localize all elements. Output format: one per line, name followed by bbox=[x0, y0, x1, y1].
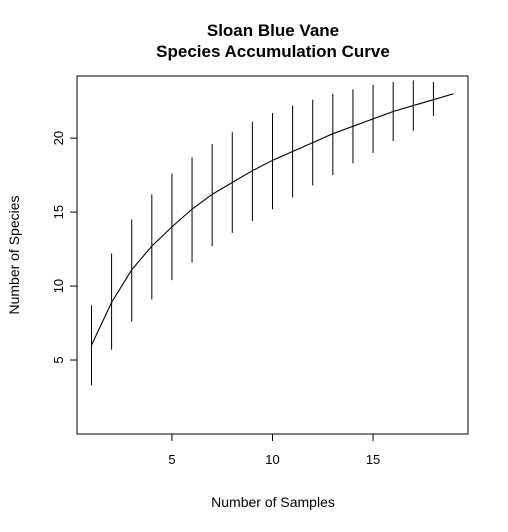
x-axis-label: Number of Samples bbox=[211, 494, 335, 510]
x-axis: 5 10 15 bbox=[168, 434, 380, 467]
chart-title: Sloan Blue Vane bbox=[207, 21, 339, 40]
y-tick-label: 15 bbox=[51, 205, 66, 219]
accumulation-curve bbox=[90, 93, 454, 346]
x-tick-label: 10 bbox=[265, 452, 279, 467]
y-tick-label: 10 bbox=[51, 279, 66, 293]
x-tick-label: 5 bbox=[168, 452, 175, 467]
x-tick-label: 15 bbox=[366, 452, 380, 467]
y-axis: 5 10 15 20 bbox=[51, 131, 77, 364]
chart-subtitle: Species Accumulation Curve bbox=[156, 42, 390, 61]
y-tick-label: 5 bbox=[51, 356, 66, 363]
y-tick-label: 20 bbox=[51, 131, 66, 145]
series-group bbox=[90, 93, 454, 346]
y-axis-label: Number of Species bbox=[6, 195, 22, 314]
confidence-bars bbox=[90, 80, 434, 386]
